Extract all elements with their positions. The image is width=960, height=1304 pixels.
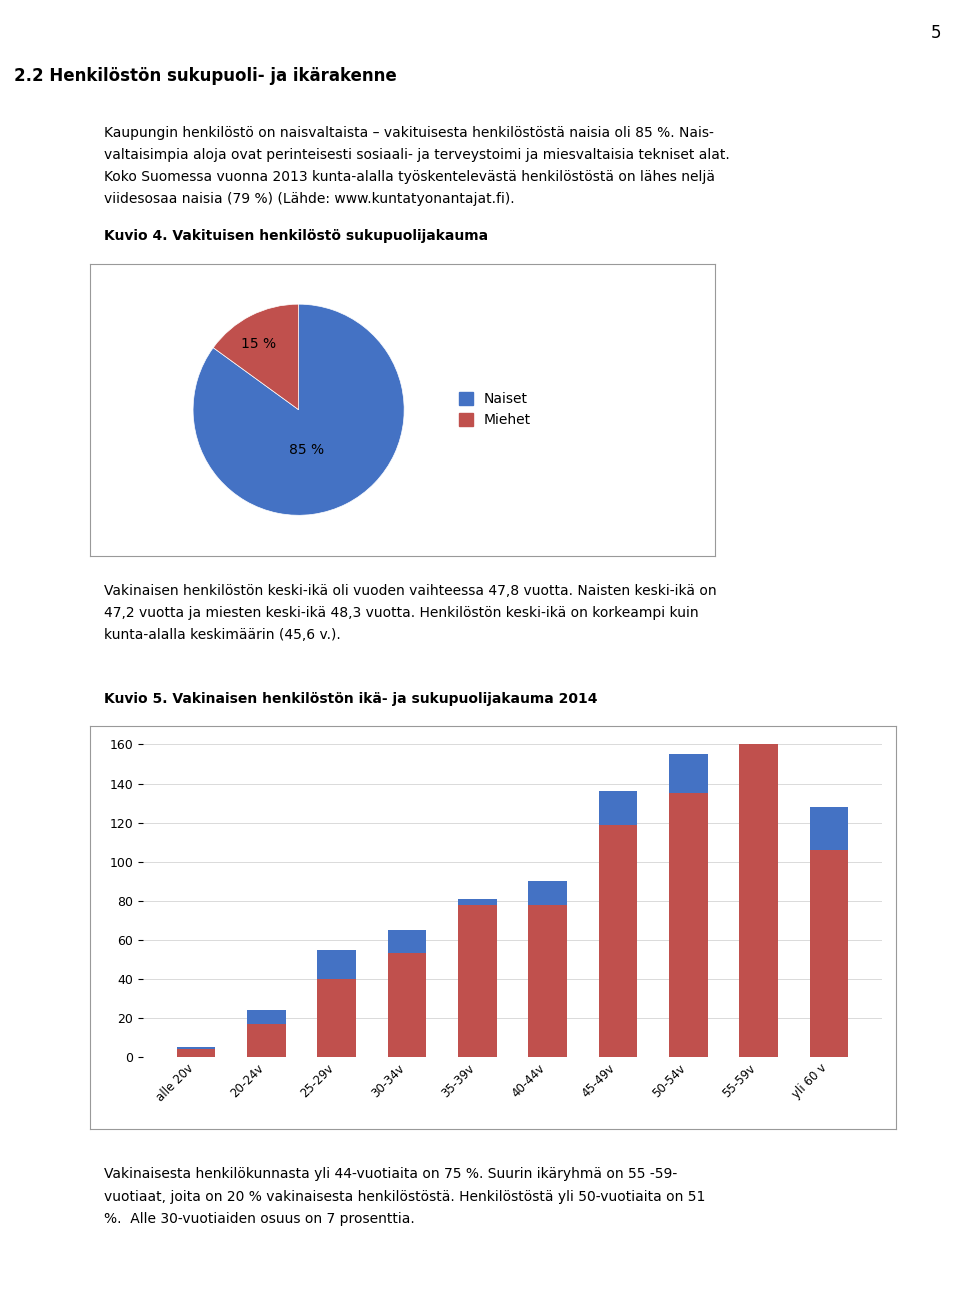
Text: 2.2 Henkilöstön sukupuoli- ja ikärakenne: 2.2 Henkilöstön sukupuoli- ja ikärakenne (13, 68, 396, 85)
Bar (739, 745, 778, 1058)
Text: valtaisimpia aloja ovat perinteisesti sosiaali- ja terveystoimi ja miesvaltaisia: valtaisimpia aloja ovat perinteisesti so… (105, 147, 730, 162)
Text: 15 %: 15 % (241, 338, 276, 351)
Bar (528, 882, 567, 905)
Legend: Naiset, Miehet: Naiset, Miehet (459, 393, 531, 428)
Wedge shape (193, 304, 404, 515)
Bar (388, 953, 426, 1058)
Bar (809, 807, 849, 850)
Bar (177, 1047, 215, 1050)
Text: Kuvio 4. Vakituisen henkilöstö sukupuolijakauma: Kuvio 4. Vakituisen henkilöstö sukupuoli… (105, 230, 489, 243)
Text: viidesosaa naisia (79 %) (Lähde: www.kuntatyonantajat.fi).: viidesosaa naisia (79 %) (Lähde: www.kun… (105, 192, 515, 206)
Bar (599, 792, 637, 824)
Text: 47,2 vuotta ja miesten keski-ikä 48,3 vuotta. Henkilöstön keski-ikä on korkeampi: 47,2 vuotta ja miesten keski-ikä 48,3 vu… (105, 606, 699, 621)
Bar (318, 949, 356, 979)
Text: Kaupungin henkilöstö on naisvaltaista – vakituisesta henkilöstöstä naisia oli 85: Kaupungin henkilöstö on naisvaltaista – … (105, 125, 714, 140)
Bar (599, 824, 637, 1058)
Bar (809, 850, 849, 1058)
Bar (177, 1050, 215, 1058)
Bar (247, 1011, 286, 1024)
Bar (669, 793, 708, 1058)
Bar (528, 905, 567, 1058)
Text: Koko Suomessa vuonna 2013 kunta-alalla työskentelevästä henkilöstöstä on lähes n: Koko Suomessa vuonna 2013 kunta-alalla t… (105, 170, 715, 184)
Wedge shape (213, 304, 299, 409)
Bar (458, 905, 496, 1058)
Text: 85 %: 85 % (290, 443, 324, 456)
Bar (458, 898, 496, 905)
Bar (388, 930, 426, 953)
Text: %.  Alle 30-vuotiaiden osuus on 7 prosenttia.: %. Alle 30-vuotiaiden osuus on 7 prosent… (105, 1211, 415, 1226)
Text: Vakinaisesta henkilökunnasta yli 44-vuotiaita on 75 %. Suurin ikäryhmä on 55 -59: Vakinaisesta henkilökunnasta yli 44-vuot… (105, 1167, 678, 1181)
Bar (247, 1024, 286, 1058)
Text: vuotiaat, joita on 20 % vakinaisesta henkilöstöstä. Henkilöstöstä yli 50-vuotiai: vuotiaat, joita on 20 % vakinaisesta hen… (105, 1189, 706, 1204)
Text: kunta-alalla keskimäärin (45,6 v.).: kunta-alalla keskimäärin (45,6 v.). (105, 629, 341, 643)
Text: 5: 5 (930, 25, 941, 42)
Bar (669, 754, 708, 793)
Text: Kuvio 5. Vakinaisen henkilöstön ikä- ja sukupuolijakauma 2014: Kuvio 5. Vakinaisen henkilöstön ikä- ja … (105, 691, 598, 705)
Bar (318, 979, 356, 1058)
Bar (739, 699, 778, 745)
Text: Vakinaisen henkilöstön keski-ikä oli vuoden vaihteessa 47,8 vuotta. Naisten kesk: Vakinaisen henkilöstön keski-ikä oli vuo… (105, 584, 717, 599)
